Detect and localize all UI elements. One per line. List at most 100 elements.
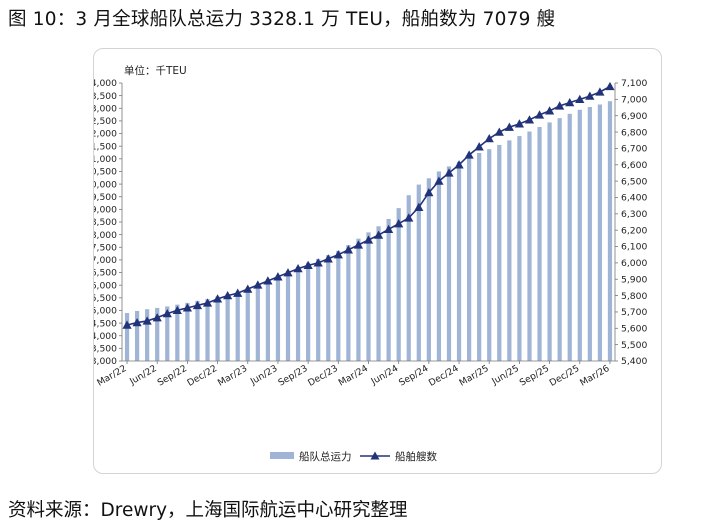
x-axis-tick-label: Sep/24	[397, 363, 430, 389]
right-axis-tick-label: 5,500	[621, 340, 647, 351]
vessel-count-marker	[595, 87, 605, 96]
right-axis-tick-label: 6,100	[621, 242, 647, 253]
capacity-bar	[215, 296, 220, 361]
vessel-count-marker	[283, 268, 293, 277]
capacity-bar	[295, 266, 301, 361]
capacity-bar	[597, 104, 603, 362]
x-axis-tick-label: Sep/25	[518, 363, 551, 389]
vessel-count-marker	[353, 240, 364, 249]
vessel-count-marker	[384, 224, 394, 234]
left-axis-tick-label: 29,000	[94, 205, 117, 216]
capacity-bar	[346, 244, 351, 361]
vessel-count-marker	[172, 305, 182, 314]
vessel-count-marker	[273, 272, 283, 281]
left-axis-tick-label: 27,500	[94, 242, 117, 253]
vessel-count-marker	[223, 290, 233, 300]
capacity-bar	[517, 136, 522, 361]
vessel-count-marker	[132, 317, 142, 327]
capacity-bar	[577, 109, 582, 361]
x-axis-tick-label: Jun/22	[127, 363, 159, 388]
right-y-axis: 5,400 5,500 5,600 5,700 5,800 5,900 6,000 6,100…	[614, 78, 647, 367]
vessel-count-marker	[152, 313, 162, 322]
capacity-bar	[316, 258, 321, 361]
capacity-bar	[275, 275, 281, 361]
vessel-count-marker	[434, 176, 444, 185]
left-axis-tick-label: 32,500	[94, 116, 117, 127]
capacity-bar	[235, 292, 240, 361]
capacity-bar	[426, 178, 431, 361]
right-axis-tick-label: 6,200	[621, 225, 647, 236]
left-axis-tick-label: 30,000	[94, 179, 117, 190]
capacity-bar	[195, 300, 200, 361]
x-axis-tick-label: Dec/23	[306, 363, 340, 389]
right-axis-tick-label: 6,000	[621, 258, 647, 269]
capacity-bar	[306, 262, 311, 361]
capacity-bar	[165, 306, 170, 361]
capacity-bar	[477, 153, 482, 361]
legend-label-vessels: 船舶艘数	[395, 450, 437, 463]
capacity-bar	[547, 122, 552, 362]
vessel-count-marker	[464, 150, 474, 159]
left-axis-tick-label: 25,500	[94, 293, 117, 304]
vessel-count-marker	[514, 119, 525, 128]
capacity-bar	[537, 126, 542, 361]
right-axis-tick-label: 5,700	[621, 307, 647, 318]
capacity-bar	[527, 131, 532, 361]
capacity-bar	[245, 288, 250, 361]
left-axis-tick-label: 25,000	[94, 306, 117, 317]
vessel-count-marker	[454, 160, 464, 169]
unit-label: 单位：千TEU	[124, 64, 187, 77]
vessel-count-marker	[363, 235, 374, 244]
chart-frame: 单位：千TEU 23,00023,500 24,000 24,50025,000 25…	[93, 48, 662, 474]
left-axis-tick-label: 30,500	[94, 167, 117, 178]
vessel-count-marker	[555, 101, 565, 110]
capacity-bar	[205, 299, 210, 361]
x-axis-tick-label: Mar/24	[337, 363, 370, 389]
left-axis-tick-label: 26,500	[94, 268, 117, 279]
vessel-count-marker	[565, 98, 575, 107]
vessel-count-marker	[212, 294, 223, 303]
capacity-bar	[456, 161, 462, 361]
vessel-count-marker	[373, 230, 384, 239]
x-axis-tick-label: Sep/22	[156, 363, 189, 389]
capacity-bar	[487, 149, 492, 361]
capacity-bar	[567, 113, 572, 361]
vessel-count-marker	[444, 168, 454, 177]
right-axis-tick-label: 6,400	[621, 193, 647, 204]
vessel-count-marker	[585, 91, 595, 100]
capacity-bar	[396, 208, 401, 361]
dual-axis-chart: 单位：千TEU 23,00023,500 24,000 24,50025,000 25…	[94, 64, 647, 463]
capacity-bar	[155, 307, 160, 361]
left-axis-tick-label: 31,000	[94, 154, 117, 165]
capacity-bar	[124, 312, 130, 361]
right-axis-tick-label: 6,800	[621, 127, 647, 138]
x-axis-tick-label: Mar/23	[216, 363, 249, 389]
vessel-count-marker	[394, 219, 404, 228]
capacity-bar	[145, 309, 150, 361]
vessel-count-marker	[333, 250, 343, 259]
vessel-count-marker	[303, 260, 313, 270]
capacity-bar	[587, 107, 592, 361]
capacity-bar	[225, 294, 230, 361]
vessel-count-marker	[575, 94, 585, 104]
right-axis-tick-label: 6,900	[621, 111, 647, 122]
right-axis-tick-label: 5,900	[621, 274, 647, 285]
vessel-count-marker	[414, 202, 424, 211]
x-axis-tick-label: Sep/23	[276, 363, 309, 389]
capacity-bar	[436, 171, 442, 361]
right-axis-tick-label: 6,500	[621, 176, 647, 187]
x-axis-tick-label: Dec/24	[427, 363, 461, 389]
vessel-count-marker	[494, 127, 504, 136]
capacity-bar	[265, 280, 271, 361]
vessel-count-marker	[182, 303, 192, 312]
vessel-count-marker	[293, 264, 303, 273]
capacity-bar	[134, 310, 140, 361]
legend-bar-swatch	[270, 452, 294, 459]
x-axis-tick-label: Mar/25	[457, 363, 490, 389]
capacity-bar	[376, 226, 381, 361]
right-axis-tick-label: 7,100	[621, 78, 647, 89]
capacity-bar	[336, 250, 341, 361]
vessel-count-marker	[534, 110, 545, 119]
capacity-bar	[255, 284, 260, 361]
